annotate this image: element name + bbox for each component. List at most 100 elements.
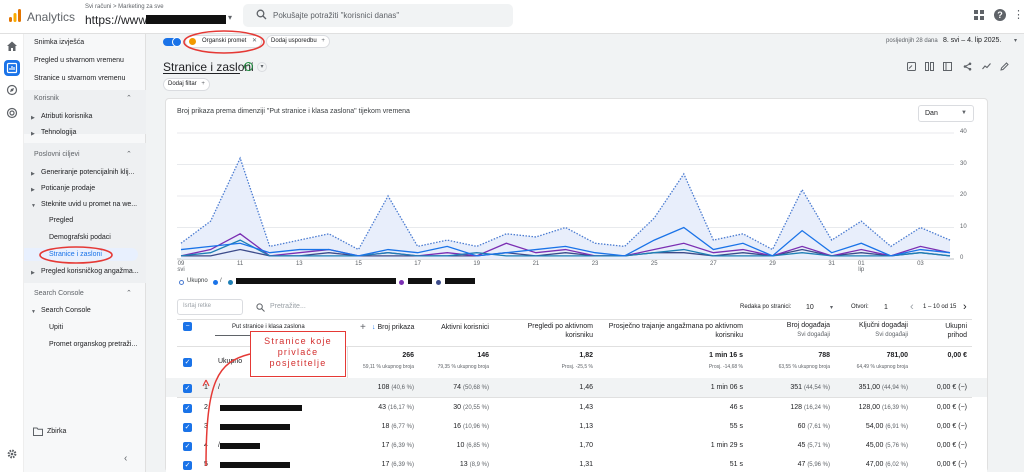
line-chart[interactable] <box>177 125 967 265</box>
row-checkbox[interactable]: ✓ <box>183 404 192 413</box>
comparison-toggle[interactable] <box>163 38 179 46</box>
expand-arrow-icon[interactable]: ▶ <box>31 187 35 193</box>
analytics-logo-icon[interactable] <box>8 9 22 23</box>
insights-icon[interactable] <box>943 62 952 71</box>
legend-total-label[interactable]: Ukupno <box>187 278 208 284</box>
col-header-revenue[interactable]: Ukupni prihod <box>945 323 967 339</box>
col-header-avg-engagement[interactable]: Prosječno trajanje angažmana po aktivnom… <box>608 323 743 339</box>
prev-page-icon[interactable]: ‹ <box>910 301 914 313</box>
edit-pencil-icon[interactable] <box>1000 62 1009 71</box>
sidebar-item-realtime-pages[interactable]: Stranice u stvarnom vremenu <box>34 75 126 82</box>
go-to-input[interactable]: 1 <box>884 304 888 311</box>
header-border <box>177 346 972 347</box>
sidebar-item-stranice-active[interactable]: Stranice i zasloni <box>49 251 102 258</box>
sidebar-item-generiranje[interactable]: Generiranje potencijalnih klij... <box>41 169 135 176</box>
table-row[interactable] <box>166 455 987 472</box>
help-icon[interactable]: ? <box>994 9 1006 21</box>
granularity-select[interactable] <box>918 105 974 122</box>
explore-icon[interactable] <box>6 84 18 96</box>
apps-grid-icon[interactable] <box>974 10 984 20</box>
home-icon[interactable] <box>6 40 18 52</box>
sidebar-item-pregled[interactable]: Pregled <box>49 217 74 224</box>
row-page-path[interactable]: / <box>218 384 220 391</box>
chevron-down-icon[interactable]: ▾ <box>1014 38 1018 44</box>
total-checkbox[interactable]: ✓ <box>183 358 192 367</box>
sidebar-item-atributi[interactable]: Atributi korisnika <box>41 113 93 120</box>
trend-icon[interactable] <box>982 62 991 71</box>
section-search-console-title[interactable]: Search Console <box>34 290 84 297</box>
account-breadcrumb[interactable]: Svi računi > Marketing za sve <box>85 4 164 10</box>
sidebar-item-realtime-overview[interactable]: Pregled u stvarnom vremenu <box>34 57 124 64</box>
collapse-arrow-icon[interactable]: ▼ <box>31 203 36 209</box>
section-poslovni-bg <box>24 143 146 283</box>
chevron-up-icon[interactable]: ⌃ <box>126 95 132 102</box>
next-page-icon[interactable]: › <box>963 301 967 313</box>
sidebar-item-upiti[interactable]: Upiti <box>49 324 64 331</box>
select-all-checkbox[interactable]: − <box>183 322 192 331</box>
col-header-key-events[interactable]: Ključni događaji <box>858 322 908 329</box>
title-dropdown-chevron-icon[interactable]: ▾ <box>257 62 267 72</box>
chevron-up-icon[interactable]: ⌃ <box>126 290 132 297</box>
col-header-views-per-user[interactable]: Pregledi po aktivnom korisniku <box>527 323 593 339</box>
sidebar-item-search-console[interactable]: Search Console <box>41 307 91 314</box>
reports-icon[interactable] <box>6 62 18 74</box>
customize-report-icon[interactable] <box>907 62 916 71</box>
chevron-down-icon[interactable]: ▾ <box>228 13 233 22</box>
redacted-page-path <box>220 405 302 411</box>
rows-per-page-select[interactable]: 10 <box>806 304 814 311</box>
dimension-header[interactable]: Put stranice i klasa zaslona <box>232 324 305 330</box>
property-selector[interactable]: https://www. <box>85 13 150 27</box>
col-header-active-users[interactable]: Aktivni korisnici <box>441 324 489 331</box>
close-icon[interactable]: ✕ <box>252 38 258 44</box>
collapse-arrow-icon[interactable]: ▼ <box>31 309 36 315</box>
chevron-down-icon[interactable]: ▾ <box>830 305 834 311</box>
expand-arrow-icon[interactable]: ▶ <box>31 171 35 177</box>
sidebar-item-poticanje[interactable]: Poticanje prodaje <box>41 185 96 192</box>
table-row[interactable] <box>166 398 987 417</box>
expand-arrow-icon[interactable]: ▶ <box>31 131 35 137</box>
expand-arrow-icon[interactable]: ▶ <box>31 270 35 276</box>
sidebar-item-tehnologija[interactable]: Tehnologija <box>41 129 77 136</box>
sidebar-item-steknite[interactable]: Steknite uvid u promet na we... <box>41 201 138 208</box>
collapse-sidebar-chevron-icon[interactable]: ‹ <box>124 453 128 464</box>
date-range-picker[interactable]: 8. svi – 4. lip 2025. <box>943 37 1002 44</box>
table-row[interactable] <box>166 436 987 455</box>
sidebar-item-snimka[interactable]: Snimka izvješća <box>34 39 85 46</box>
search-placeholder[interactable]: Pokušajte potražiti "korisnici danas" <box>273 11 400 20</box>
key-event-filter-select[interactable]: Svi događaji <box>875 332 908 338</box>
event-filter-select[interactable]: Svi događaji <box>797 332 830 338</box>
share-icon[interactable] <box>963 62 972 71</box>
row-vpu: 1,31 <box>579 461 593 468</box>
advertising-icon[interactable] <box>6 107 18 119</box>
sidebar-item-demografski[interactable]: Demografski podaci <box>49 234 111 241</box>
segment-color-icon <box>188 37 197 46</box>
compare-columns-icon[interactable] <box>925 62 934 71</box>
search-bar[interactable] <box>243 4 513 27</box>
settings-gear-icon[interactable] <box>6 448 18 460</box>
sidebar-item-library[interactable]: Zbirka <box>47 428 67 435</box>
row-filter-input[interactable] <box>177 299 243 315</box>
sidebar-item-angazman[interactable]: Pregled korisničkog angažma... <box>41 268 139 275</box>
row-checkbox[interactable]: ✓ <box>183 461 192 470</box>
add-comparison-chip[interactable]: Dodaj usporedbu + <box>266 35 330 48</box>
row-checkbox[interactable]: ✓ <box>183 423 192 432</box>
add-dimension-plus-icon[interactable]: + <box>360 322 366 333</box>
legend-root-label[interactable]: / <box>220 278 222 284</box>
col-header-views[interactable]: ↓ Broj prikaza <box>372 324 414 331</box>
expand-arrow-icon[interactable]: ▶ <box>31 115 35 121</box>
row-checkbox[interactable]: ✓ <box>183 442 192 451</box>
section-korisnik-title[interactable]: Korisnik <box>34 95 59 102</box>
more-vert-icon[interactable]: ⋮ <box>1013 9 1024 21</box>
table-row[interactable] <box>166 417 987 436</box>
chevron-up-icon[interactable]: ⌃ <box>126 151 132 158</box>
chevron-down-icon[interactable]: ▼ <box>961 110 967 116</box>
row-checkbox[interactable]: ✓ <box>183 384 192 393</box>
table-row[interactable] <box>166 378 987 397</box>
row-filter-placeholder[interactable]: Isrtaj retke <box>183 303 212 309</box>
col-header-event-count[interactable]: Broj događaja <box>786 322 830 329</box>
add-filter-chip[interactable]: Dodaj filtar + <box>163 78 210 91</box>
section-poslovni-title[interactable]: Poslovni ciljevi <box>34 151 80 158</box>
table-search-input[interactable]: Pretražite... <box>270 303 306 310</box>
redacted-page-path <box>220 424 290 430</box>
sidebar-item-organic-search[interactable]: Promet organskog pretraži... <box>49 341 138 348</box>
